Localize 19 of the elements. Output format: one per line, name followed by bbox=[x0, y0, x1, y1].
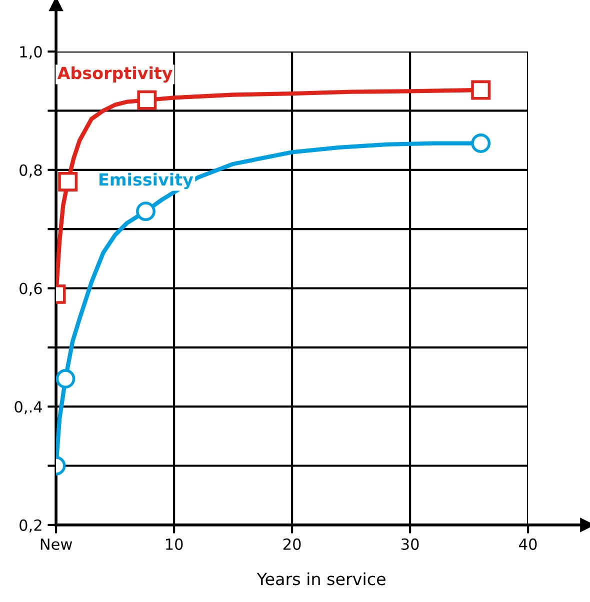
point bbox=[56, 369, 76, 389]
point bbox=[136, 202, 156, 222]
x-tick-label: 40 bbox=[519, 538, 537, 550]
x-tick-label: New bbox=[40, 538, 72, 550]
point bbox=[58, 172, 78, 192]
x-tick-label: 20 bbox=[283, 538, 301, 550]
y-tick-label: 0,8 bbox=[20, 164, 42, 178]
y-tick-label: 0,6 bbox=[20, 282, 42, 296]
series-label: Emissivity bbox=[100, 172, 194, 190]
y-tick-label: 0,.4 bbox=[14, 401, 42, 414]
point bbox=[137, 90, 157, 110]
series-label: Absorptivity bbox=[57, 66, 172, 83]
y-tick-label: 1,0 bbox=[20, 46, 42, 60]
y-tick-label: 0,2 bbox=[20, 519, 42, 533]
point bbox=[471, 134, 491, 153]
x-tick-label: 30 bbox=[401, 538, 419, 550]
x-axis-title: Years in service bbox=[256, 572, 386, 586]
point bbox=[471, 80, 491, 100]
x-tick-label: 10 bbox=[166, 538, 183, 550]
